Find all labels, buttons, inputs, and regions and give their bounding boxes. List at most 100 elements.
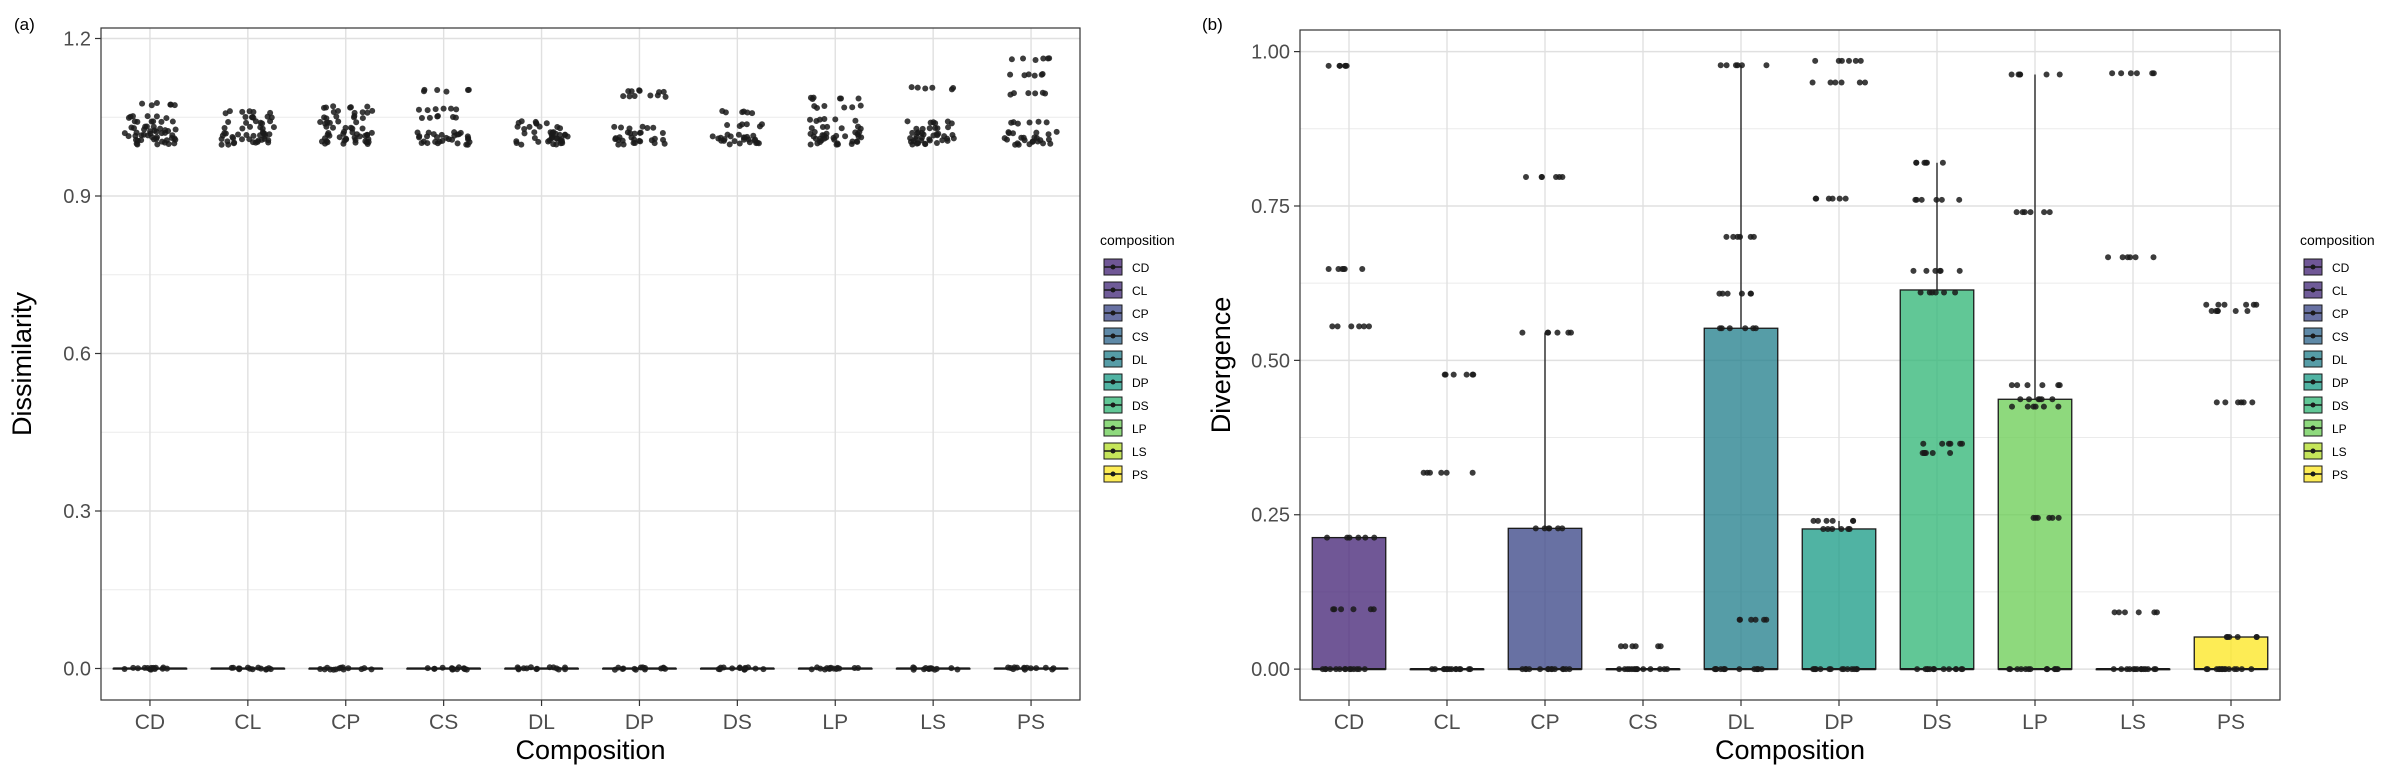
data-point (1953, 666, 1960, 673)
data-point (854, 131, 861, 138)
data-point (1918, 196, 1925, 203)
data-point (452, 114, 459, 121)
data-point (736, 665, 743, 672)
data-point (2041, 209, 2048, 216)
data-point (926, 125, 933, 132)
data-point (1829, 517, 1836, 524)
data-point (1716, 290, 1723, 297)
data-point (1647, 666, 1654, 673)
x-tick-label: CS (429, 711, 458, 734)
data-point (154, 141, 161, 148)
data-point (230, 140, 237, 147)
data-point (1007, 71, 1014, 78)
data-point (932, 120, 939, 127)
data-point (1532, 525, 1539, 532)
data-point (1845, 525, 1852, 532)
data-point (531, 129, 538, 136)
data-point (266, 131, 273, 138)
legend-entry-label: DS (1132, 399, 1149, 413)
data-point (741, 666, 748, 673)
box-DS (1899, 289, 1975, 670)
data-point (515, 665, 522, 672)
data-point (933, 139, 940, 146)
data-point (1014, 120, 1021, 127)
data-point (464, 133, 471, 140)
y-tick-label: 0.6 (63, 344, 91, 366)
legend-key-point (1110, 448, 1116, 454)
data-point (2051, 666, 2058, 673)
box-CD (1311, 536, 1387, 670)
data-point (1033, 129, 1040, 136)
data-point (907, 135, 914, 142)
data-point (263, 666, 270, 673)
data-point (934, 125, 941, 132)
data-point (144, 113, 151, 120)
data-point (727, 133, 734, 140)
data-point (618, 124, 625, 131)
data-point (816, 116, 823, 123)
data-point (1526, 666, 1533, 673)
legend-entry-label: CD (2332, 261, 2350, 275)
data-point (717, 134, 724, 141)
data-point (1331, 606, 1338, 613)
data-point (1717, 666, 1724, 673)
data-point (134, 137, 141, 144)
data-point (1009, 130, 1016, 137)
x-tick-label: LP (2022, 711, 2048, 734)
data-point (922, 85, 929, 92)
legend-entry-label: CS (2332, 330, 2349, 344)
data-point (1556, 173, 1563, 180)
plot-frame (1299, 29, 2281, 701)
data-point (1813, 195, 1820, 202)
data-point (656, 89, 663, 96)
data-point (1921, 449, 1928, 456)
y-axis-title: Dissimilarity (7, 292, 37, 436)
data-point (612, 136, 619, 143)
data-point (236, 665, 243, 672)
data-point (147, 128, 154, 135)
data-point (2055, 382, 2062, 389)
x-tick-label: DS (723, 711, 752, 734)
data-point (913, 125, 920, 132)
data-point (564, 133, 571, 140)
data-point (908, 84, 915, 91)
data-point (432, 138, 439, 145)
data-point (2127, 70, 2134, 77)
data-point (2027, 209, 2034, 216)
data-point (2127, 254, 2134, 261)
data-point (615, 141, 622, 148)
data-point (1053, 128, 1060, 135)
data-point (1724, 290, 1731, 297)
data-point (1042, 664, 1049, 671)
legend-entry-label: DP (2332, 376, 2349, 390)
data-point (1450, 371, 1457, 378)
data-point (448, 105, 455, 112)
data-point (418, 114, 425, 121)
data-point (948, 86, 955, 93)
data-point (1947, 440, 1954, 447)
data-point (1424, 469, 1431, 476)
data-point (163, 115, 170, 122)
data-point (821, 116, 828, 123)
data-point (1622, 643, 1629, 650)
data-point (1338, 606, 1345, 613)
data-point (2024, 382, 2031, 389)
data-point (636, 137, 643, 144)
data-point (1832, 79, 1839, 86)
data-point (1628, 666, 1635, 673)
data-point (1829, 525, 1836, 532)
data-point (139, 100, 146, 107)
data-point (342, 124, 349, 131)
data-point (931, 666, 938, 673)
data-point (323, 115, 330, 122)
data-point (167, 101, 174, 108)
data-point (321, 104, 328, 111)
data-point (631, 665, 638, 672)
data-point (626, 93, 633, 100)
data-point (424, 665, 431, 672)
data-point (322, 120, 329, 127)
data-point (1031, 134, 1038, 141)
data-point (935, 130, 942, 137)
data-point (1842, 195, 1849, 202)
